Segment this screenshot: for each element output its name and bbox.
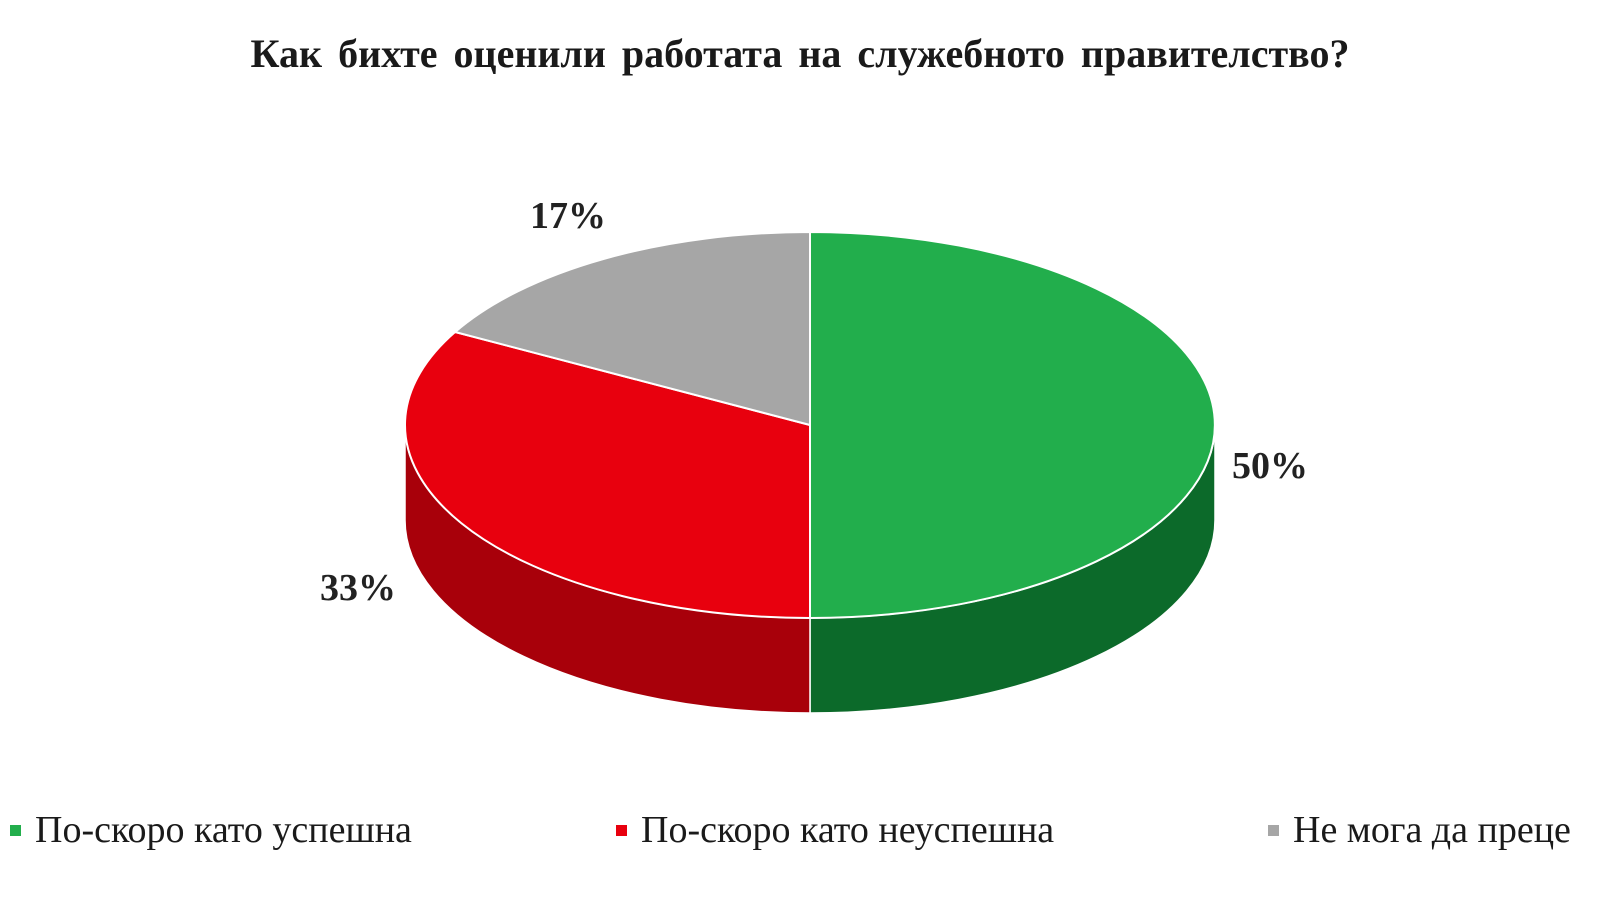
legend-swatch-green [10, 824, 21, 836]
slice-successful [809, 230, 1216, 620]
pie-tops [404, 230, 1216, 620]
legend-label: По-скоро като успешна [35, 809, 412, 851]
data-label: 50% [1232, 445, 1308, 487]
legend-item-unsuccessful: По-скоро като неуспешна [616, 808, 1054, 852]
legend-label: Не мога да преце [1293, 809, 1571, 851]
slice-cannot-judge [453, 230, 811, 427]
data-label: 17% [530, 195, 606, 237]
chart-title: Как бихте оценили работата на служебното… [250, 31, 1350, 76]
data-label: 33% [320, 567, 396, 609]
legend-item-cannot-judge: Не мога да преце [1268, 808, 1571, 852]
slice-unsuccessful [404, 330, 811, 620]
legend-swatch-gray [1268, 824, 1279, 836]
legend-item-successful: По-скоро като успешна [10, 808, 412, 852]
legend-label: По-скоро като неуспешна [641, 809, 1055, 851]
legend: По-скоро като успешна По-скоро като неус… [0, 808, 1600, 868]
pie-labels: 50% 33% 17% [320, 195, 1308, 609]
legend-swatch-red [616, 824, 627, 836]
